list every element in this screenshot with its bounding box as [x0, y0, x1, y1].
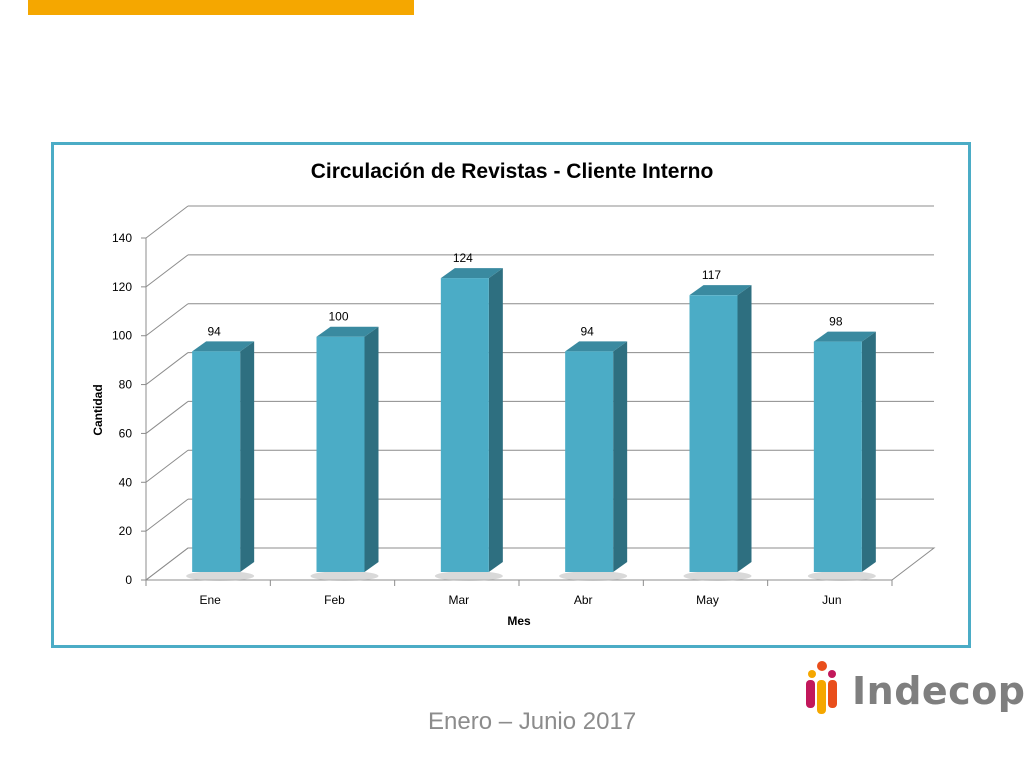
bars-layer — [186, 268, 876, 581]
bar — [559, 341, 628, 581]
bar-front — [689, 295, 738, 572]
y-tick-label: 20 — [119, 524, 133, 538]
y-tick-label: 120 — [112, 280, 132, 294]
x-tick-label: Mar — [448, 593, 469, 607]
bar-shadow — [807, 571, 876, 581]
chart-title: Circulación de Revistas - Cliente Intern… — [311, 160, 714, 183]
x-tick-label: Jun — [822, 593, 841, 607]
bar-top — [813, 331, 876, 342]
bar-shadow — [434, 571, 503, 581]
bar — [807, 331, 876, 581]
bar-side — [861, 331, 876, 572]
logo-text: Indecopi — [852, 669, 1024, 713]
indecopi-logo-icon — [806, 661, 837, 714]
gridline-side — [145, 498, 189, 532]
y-tick-label: 40 — [119, 475, 133, 489]
bar-front — [316, 336, 365, 572]
data-label: 98 — [829, 315, 843, 329]
data-label: 100 — [328, 310, 348, 324]
bar-side — [364, 326, 379, 572]
bar-shadow — [186, 571, 255, 581]
gridline-side — [145, 352, 189, 385]
y-tick-label: 0 — [125, 573, 132, 587]
x-tick-label: Abr — [574, 593, 593, 607]
data-label: 94 — [207, 324, 221, 338]
data-label: 94 — [580, 324, 594, 338]
x-tick-label: May — [696, 593, 719, 607]
gridline-side — [145, 547, 189, 581]
top-accent-bar — [28, 0, 414, 15]
x-tick-label: Ene — [199, 593, 221, 607]
bar — [434, 268, 503, 581]
gridline-side — [145, 205, 189, 239]
y-tick-label: 100 — [112, 329, 132, 343]
gridline-side — [145, 303, 189, 337]
bar-front — [565, 351, 614, 572]
gridline-side — [145, 449, 189, 483]
bar-shadow — [683, 571, 752, 581]
gridline-side — [145, 254, 189, 288]
bar — [683, 285, 752, 581]
y-tick-label: 140 — [112, 231, 132, 245]
x-axis-label: Mes — [507, 614, 531, 628]
bar-top — [316, 326, 379, 337]
date-range: Enero – Junio 2017 — [428, 708, 637, 735]
y-axis-label: Cantidad — [91, 384, 105, 435]
x-tick-label: Feb — [324, 593, 345, 607]
labels-layer: 0 20 40 60 80 100 120 140 94 Ene 100 Feb 124 Mar 94 Abr… — [112, 231, 843, 607]
bar — [310, 326, 379, 581]
y-tick-label: 60 — [119, 426, 133, 440]
bar-front — [440, 278, 489, 572]
gridline-side — [145, 401, 189, 434]
bar-front — [192, 351, 241, 572]
bar-shadow — [310, 571, 379, 581]
bar-top — [689, 285, 752, 296]
y-tick-label: 80 — [119, 378, 133, 392]
bar-side — [488, 268, 503, 572]
bar-top — [440, 268, 503, 279]
bar-side — [737, 285, 752, 572]
bar-side — [240, 341, 255, 572]
bar-top — [192, 341, 255, 352]
data-label: 117 — [702, 268, 721, 282]
bar-top — [565, 341, 628, 352]
bar-side — [613, 341, 628, 572]
bar-front — [813, 341, 862, 572]
bar-shadow — [559, 571, 628, 581]
bar — [186, 341, 255, 581]
data-label: 124 — [453, 251, 473, 265]
